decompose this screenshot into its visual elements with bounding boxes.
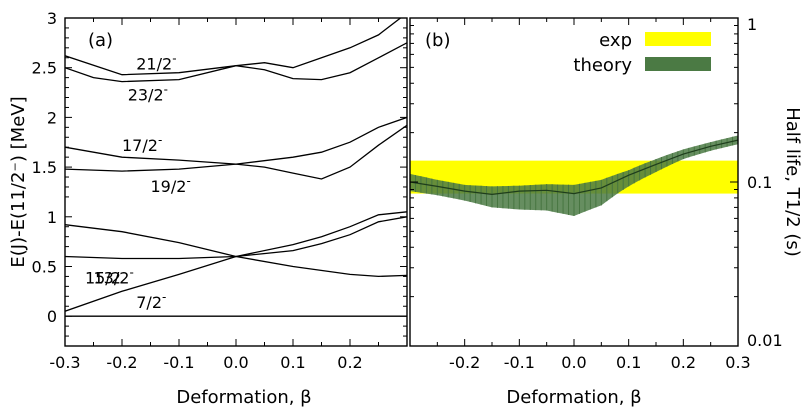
legend-label-exp: exp <box>599 30 632 51</box>
panel-label-a: (a) <box>88 30 113 51</box>
y-tick-label-a: 2.5 <box>32 59 57 78</box>
y-tick-label-b: 0.1 <box>747 173 772 192</box>
x-axis-label-a: Deformation, β <box>176 387 311 408</box>
level-curve-5 <box>65 124 407 180</box>
level-label-spin: 17/2 <box>122 136 158 155</box>
level-label-parity: - <box>121 265 125 279</box>
level-label-spin: 23/2 <box>128 85 164 104</box>
level-label: 13/2- <box>94 265 134 287</box>
x-tick-label-a: -0.1 <box>163 353 194 372</box>
x-tick-label-a: 0.0 <box>223 353 248 372</box>
y-axis-label-a: E(J)-E(11/2⁻) [MeV] <box>8 96 29 267</box>
x-tick-label-b: 0.2 <box>671 353 696 372</box>
x-tick-label-b: -0.1 <box>504 353 535 372</box>
level-curves <box>65 18 407 317</box>
x-tick-label-b: 0.0 <box>561 353 586 372</box>
level-label: 23/2- <box>128 82 168 104</box>
level-curve-7 <box>65 18 402 76</box>
y-tick-label-a: 1.5 <box>32 158 57 177</box>
level-label-spin: 19/2 <box>151 177 187 196</box>
theory-line <box>410 139 738 196</box>
panel-b: -0.2 -0.1 0.0 0.1 0.2 0.3 0.01 0.1 1 (b) exp theory… <box>409 15 803 408</box>
legend-swatch-theory <box>645 57 711 71</box>
level-label-parity: - <box>186 174 190 188</box>
panel-a: -0.3 -0.2 -0.1 0.0 0.1 0.2 0 0.5 1 1.5 2 2.5 3 (a) 21/… <box>8 9 408 408</box>
x-tick-label-a: 0.1 <box>280 353 305 372</box>
y-tick-label-a: 2 <box>47 108 57 127</box>
x-tick-label-a: -0.2 <box>106 353 137 372</box>
level-label-parity: - <box>172 52 176 66</box>
theory-band <box>410 135 738 216</box>
panel-b-content <box>410 135 738 217</box>
x-tick-label-b: 0.1 <box>616 353 641 372</box>
x-axis-label-b: Deformation, β <box>506 387 641 408</box>
y-axis-label-b: Half life, T1/2 (s) <box>782 107 803 257</box>
y-tick-label-b: 0.01 <box>747 331 783 350</box>
level-label-spin: 7/2 <box>136 293 162 312</box>
level-label-parity: - <box>164 82 168 96</box>
level-label: 21/2- <box>136 52 176 74</box>
level-label: 15/2- <box>85 265 125 287</box>
level-label: 19/2- <box>151 174 191 196</box>
level-label-spin: 21/2 <box>136 55 172 74</box>
y-tick-label-a: 1 <box>47 208 57 227</box>
level-label-spin: 13/2 <box>94 268 130 287</box>
y-tick-label-a: 0 <box>47 307 57 326</box>
x-tick-label-b: -0.2 <box>449 353 480 372</box>
level-curve-2 <box>65 216 407 260</box>
plot-frame-a <box>64 17 408 347</box>
x-tick-label-a: -0.3 <box>49 353 80 372</box>
y-tick-label-a: 0.5 <box>32 257 57 276</box>
level-curve-4 <box>65 116 407 172</box>
level-label-parity: - <box>129 265 133 279</box>
level-curve-6 <box>65 42 407 83</box>
panel-label-b: (b) <box>425 30 450 51</box>
legend-swatch-exp <box>645 32 711 46</box>
legend: exp theory <box>573 30 711 76</box>
legend-label-theory: theory <box>573 55 632 76</box>
x-tick-label-a: 0.2 <box>337 353 362 372</box>
level-label: 17/2- <box>122 133 162 155</box>
y-tick-label-a: 3 <box>47 9 57 28</box>
level-label-parity: - <box>158 133 162 147</box>
x-tick-label-b: 0.3 <box>725 353 750 372</box>
level-label: 7/2- <box>136 290 166 312</box>
level-curve-1 <box>65 211 407 312</box>
level-label-spin: 15/2 <box>85 268 121 287</box>
level-label-parity: - <box>162 290 166 304</box>
y-tick-label-b: 1 <box>747 15 757 34</box>
level-curve-3 <box>65 224 407 278</box>
